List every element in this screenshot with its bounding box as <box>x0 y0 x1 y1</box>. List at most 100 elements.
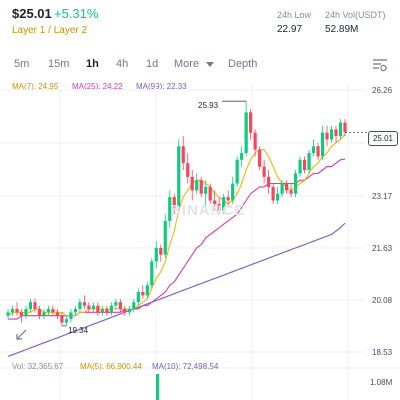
volume-legend: Vol: 32,365.67 <box>12 362 64 371</box>
candle-body <box>177 146 181 208</box>
current-price-tag: 25.01 <box>368 131 398 146</box>
price-axis-label: 26.26 <box>372 86 393 95</box>
candle-body <box>82 302 86 306</box>
vol-24h-value: 52.89M <box>325 24 359 35</box>
candle-body <box>163 220 167 255</box>
candle-body <box>159 247 163 255</box>
tab-1d[interactable]: 1d <box>146 58 159 70</box>
candle-body <box>334 129 338 137</box>
candle-body <box>231 183 235 201</box>
tab-5m[interactable]: 5m <box>14 58 30 70</box>
candle-body <box>118 302 122 309</box>
candle-body <box>141 292 145 296</box>
price-axis-label: 23.17 <box>372 192 393 201</box>
candle-body <box>64 319 69 323</box>
candle-body <box>78 302 82 309</box>
candle-body <box>329 129 334 140</box>
candlestick-chart[interactable] <box>0 78 400 400</box>
candle-body <box>226 197 230 201</box>
low-marker-label: 19.34 <box>68 326 89 335</box>
candle-body <box>217 203 221 211</box>
candle-body <box>298 159 302 174</box>
interval-tabs: 5m 15m 1h 4h 1d More Depth <box>0 54 400 76</box>
candle-body <box>150 261 154 286</box>
category-tags[interactable]: Layer 1 / Layer 2 <box>12 25 88 36</box>
candle-body <box>123 308 127 313</box>
binance-watermark: BINANCE <box>170 202 246 219</box>
candle-body <box>284 183 289 191</box>
candle-body <box>280 183 284 194</box>
candle-body <box>60 315 64 323</box>
candle-body <box>271 186 275 201</box>
candle-body <box>316 146 320 157</box>
candle-body <box>55 312 60 316</box>
candle-body <box>10 308 15 313</box>
candle-body <box>276 193 280 201</box>
candle-body <box>6 312 10 316</box>
candle-body <box>190 176 194 191</box>
volume-axis-label: 1.08M <box>370 378 393 387</box>
candle-body <box>19 312 24 316</box>
volume-ma10-legend: MA(10): 72,498.54 <box>152 362 219 371</box>
price-axis-label: 21.63 <box>372 244 393 253</box>
last-price: $25.01 <box>12 6 52 21</box>
candle-body <box>127 308 131 313</box>
candle-body <box>240 153 244 160</box>
price-axis-label: 20.08 <box>372 296 393 305</box>
back-arrow-icon[interactable] <box>14 328 28 342</box>
candle-body <box>199 180 203 194</box>
ma7-line <box>7 134 346 317</box>
chevron-down-icon[interactable] <box>206 62 214 67</box>
candle-body <box>338 122 343 137</box>
candle-body <box>24 308 28 316</box>
candle-body <box>15 308 19 313</box>
ticker-header: $25.01 +5.31% Layer 1 / Layer 2 24h Low … <box>0 0 400 48</box>
candle-body <box>249 112 253 133</box>
candle-body <box>87 305 91 309</box>
vol-24h-stat: 24h Vol(USDT) 52.89M <box>325 10 386 35</box>
ma7-legend: MA(7): 24.95 <box>12 82 59 91</box>
candle-body <box>208 186 212 201</box>
candle-body <box>114 302 118 306</box>
candle-body <box>186 163 190 177</box>
candle-body <box>69 312 73 320</box>
candle-body <box>172 197 176 208</box>
chart-settings-icon[interactable] <box>372 58 388 72</box>
candle-body <box>28 302 33 309</box>
ma25-line <box>8 158 346 320</box>
candle-body <box>195 180 199 191</box>
candle-body <box>42 312 46 316</box>
candle-body <box>73 308 77 313</box>
candle-body <box>253 132 257 150</box>
candle-body <box>311 146 316 154</box>
candle-body <box>262 166 266 177</box>
ma99-line <box>7 222 346 357</box>
candle-body <box>37 308 42 316</box>
ma25-legend: MA(25): 24.22 <box>72 82 123 91</box>
tab-more[interactable]: More <box>174 58 200 70</box>
low-24h-label: 24h Low <box>277 10 312 20</box>
price-change: +5.31% <box>54 6 99 21</box>
tab-depth[interactable]: Depth <box>228 58 258 70</box>
candle-body <box>91 305 95 309</box>
candle-body <box>204 186 208 194</box>
candle-body <box>145 285 149 296</box>
candle-body <box>222 197 226 211</box>
volume-ma5-legend: MA(5): 66,900.44 <box>80 362 142 371</box>
vol-24h-label: 24h Vol(USDT) <box>325 10 386 20</box>
candle-body <box>132 302 136 309</box>
candle-body <box>100 308 104 313</box>
candle-body <box>325 132 329 140</box>
candle-body <box>96 305 100 313</box>
volume-bar <box>156 374 159 400</box>
candle-body <box>244 112 248 154</box>
price-axis-label: 18.53 <box>372 348 393 357</box>
candle-body <box>343 122 347 133</box>
candle-body <box>258 149 262 167</box>
candle-body <box>293 173 298 194</box>
tab-1h[interactable]: 1h <box>86 58 99 70</box>
candle-body <box>33 302 37 309</box>
tab-4h[interactable]: 4h <box>116 58 129 70</box>
candle-body <box>213 200 217 204</box>
tab-15m[interactable]: 15m <box>48 58 70 70</box>
